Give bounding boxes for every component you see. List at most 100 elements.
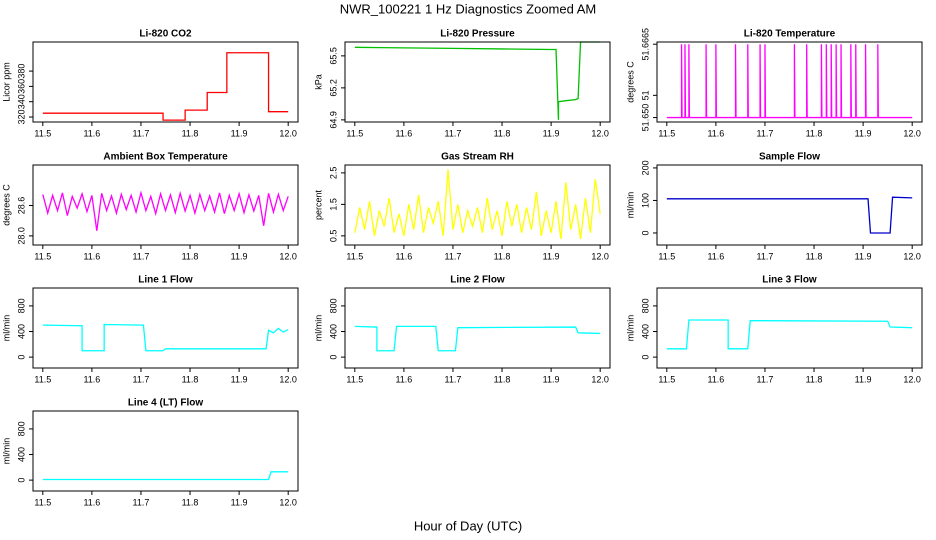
panel-title: Line 3 Flow xyxy=(762,275,817,286)
x-tick-label: 11.9 xyxy=(543,251,560,261)
x-tick-label: 11.5 xyxy=(658,374,675,384)
y-tick-label: 0 xyxy=(16,355,26,360)
y-tick-label: 0 xyxy=(640,230,650,235)
y-tick-label: 0 xyxy=(640,355,650,360)
plot-frame xyxy=(656,164,923,246)
y-axis-label: degrees C xyxy=(625,61,635,103)
x-tick-label: 11.9 xyxy=(231,497,248,507)
x-tick-label: 11.9 xyxy=(855,128,872,138)
x-tick-label: 12.0 xyxy=(279,128,297,138)
x-tick-label: 11.6 xyxy=(83,251,100,261)
x-tick-label: 11.9 xyxy=(231,128,248,138)
x-tick-label: 11.5 xyxy=(346,251,363,261)
x-tick-label: 11.7 xyxy=(445,374,462,384)
y-axis-label: kPa xyxy=(313,74,323,90)
x-tick-label: 11.7 xyxy=(133,251,150,261)
y-axis-label: degrees C xyxy=(1,184,11,226)
x-tick-label: 11.7 xyxy=(133,497,150,507)
y-tick-label: 400 xyxy=(328,324,338,339)
plot-frame xyxy=(32,41,299,123)
y-axis-label: ml/min xyxy=(625,192,635,219)
x-tick-label: 11.8 xyxy=(806,251,823,261)
y-tick-label: 0 xyxy=(328,355,338,360)
x-tick-label: 11.6 xyxy=(707,251,724,261)
y-axis-label: ml/min xyxy=(1,438,11,465)
y-tick-label: 2.5 xyxy=(328,167,338,180)
x-tick-label: 11.9 xyxy=(231,251,248,261)
page-title: NWR_100221 1 Hz Diagnostics Zoomed AM xyxy=(340,1,597,16)
x-tick-label: 11.7 xyxy=(757,251,774,261)
data-line xyxy=(42,52,289,121)
x-tick-label: 11.6 xyxy=(83,128,100,138)
data-line xyxy=(42,323,289,352)
x-tick-label: 11.9 xyxy=(543,128,560,138)
x-tick-label: 11.8 xyxy=(494,251,511,261)
x-tick-label: 11.6 xyxy=(83,374,100,384)
x-tick-label: 11.8 xyxy=(182,251,199,261)
x-tick-label: 11.7 xyxy=(445,251,462,261)
x-tick-label: 12.0 xyxy=(279,251,297,261)
x-tick-label: 11.5 xyxy=(658,251,675,261)
panel-title: Line 2 Flow xyxy=(450,275,505,286)
y-tick-label: 320 xyxy=(16,110,26,125)
data-line xyxy=(354,169,601,240)
x-tick-label: 12.0 xyxy=(903,251,921,261)
y-tick-label: 360 xyxy=(16,79,26,94)
plot-frame xyxy=(344,164,611,246)
x-tick-label: 11.6 xyxy=(707,374,724,384)
x-tick-label: 11.7 xyxy=(133,128,150,138)
panel-title: Li-820 Temperature xyxy=(744,29,836,40)
y-tick-label: 800 xyxy=(16,298,26,313)
x-tick-label: 11.6 xyxy=(395,128,412,138)
x-tick-label: 11.9 xyxy=(855,374,872,384)
x-tick-label: 12.0 xyxy=(591,374,609,384)
y-tick-label: 28.6 xyxy=(16,197,26,215)
x-tick-label: 12.0 xyxy=(591,128,609,138)
y-tick-label: 0 xyxy=(16,478,26,483)
y-tick-label: 65.5 xyxy=(328,47,338,65)
x-axis-label: Hour of Day (UTC) xyxy=(414,518,522,533)
x-tick-label: 11.8 xyxy=(806,128,823,138)
x-tick-label: 11.5 xyxy=(346,374,363,384)
plot-frame xyxy=(656,41,923,123)
y-axis-label: ml/min xyxy=(625,315,635,342)
y-axis-label: Licor ppm xyxy=(1,62,11,102)
x-tick-label: 11.8 xyxy=(182,374,199,384)
panel-title: Line 4 (LT) Flow xyxy=(128,398,204,409)
x-tick-label: 11.6 xyxy=(395,374,412,384)
x-tick-label: 11.6 xyxy=(83,497,100,507)
y-tick-label: 800 xyxy=(328,298,338,313)
panel-title: Line 1 Flow xyxy=(138,275,193,286)
y-tick-label: 400 xyxy=(16,447,26,462)
data-line xyxy=(42,471,289,481)
x-tick-label: 11.5 xyxy=(34,128,51,138)
y-tick-label: 380 xyxy=(16,64,26,79)
data-line xyxy=(666,44,913,119)
x-tick-label: 11.5 xyxy=(346,128,363,138)
y-tick-label: 64.9 xyxy=(328,111,338,129)
x-tick-label: 12.0 xyxy=(903,374,921,384)
x-tick-label: 11.8 xyxy=(182,128,199,138)
y-tick-label: 51.650 xyxy=(640,104,650,132)
x-tick-label: 11.7 xyxy=(133,374,150,384)
plot-frame xyxy=(344,287,611,369)
plot-frame xyxy=(32,287,299,369)
x-tick-label: 11.5 xyxy=(34,251,51,261)
y-axis-label: ml/min xyxy=(313,315,323,342)
y-tick-label: 800 xyxy=(640,298,650,313)
y-tick-label: 1.5 xyxy=(328,198,338,211)
x-tick-label: 11.6 xyxy=(395,251,412,261)
plot-frame xyxy=(32,410,299,492)
y-tick-label: 0.5 xyxy=(328,230,338,243)
y-tick-label: 200 xyxy=(640,160,650,175)
y-tick-label: 100 xyxy=(640,193,650,208)
y-tick-label: 800 xyxy=(16,421,26,436)
y-tick-label: 65.2 xyxy=(328,79,338,97)
y-tick-label: 400 xyxy=(16,324,26,339)
plot-frame xyxy=(32,164,299,246)
x-tick-label: 11.9 xyxy=(231,374,248,384)
x-tick-label: 11.8 xyxy=(494,128,511,138)
x-tick-label: 11.7 xyxy=(757,374,774,384)
